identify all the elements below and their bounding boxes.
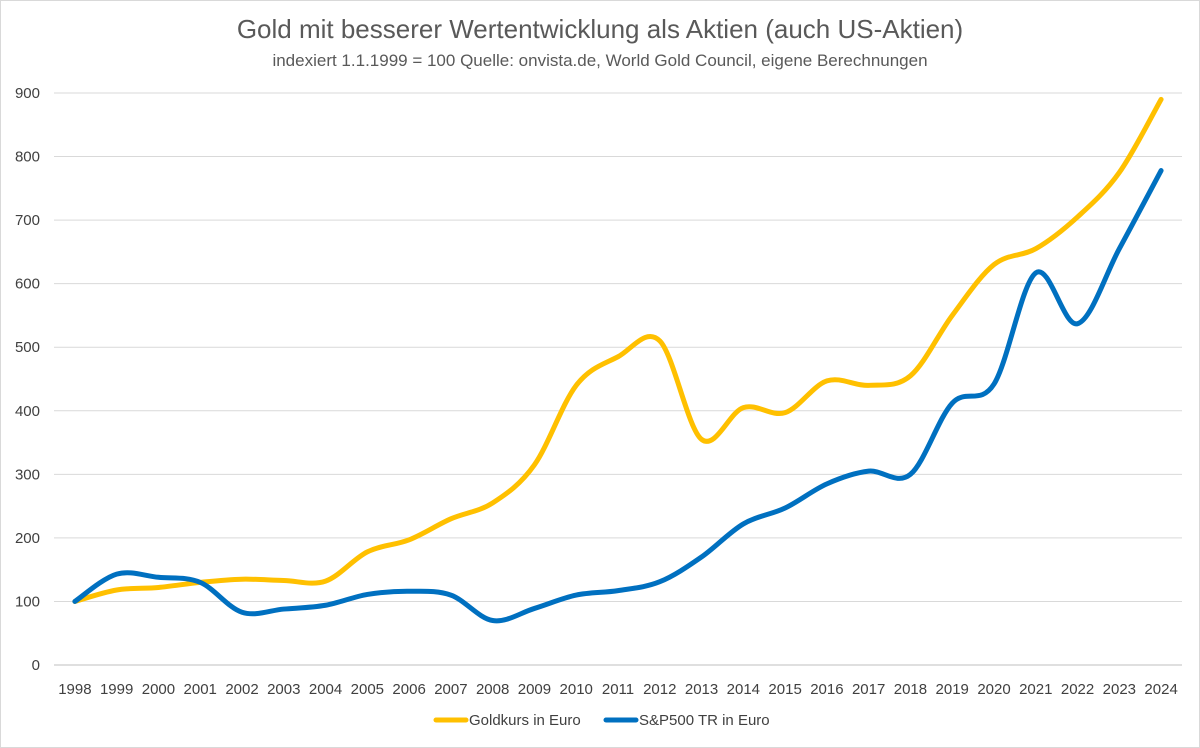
y-tick-label: 600 xyxy=(15,276,40,293)
x-tick-label: 2013 xyxy=(685,681,718,698)
y-tick-label: 500 xyxy=(15,339,40,356)
chart-subtitle: indexiert 1.1.1999 = 100 Quelle: onvista… xyxy=(272,51,928,70)
y-tick-label: 700 xyxy=(15,212,40,229)
x-tick-label: 2010 xyxy=(560,681,593,698)
x-tick-label: 2011 xyxy=(602,681,634,698)
x-tick-label: 2002 xyxy=(225,681,258,698)
series-lines xyxy=(72,96,1164,624)
y-tick-label: 300 xyxy=(15,466,40,483)
x-tick-label: 2023 xyxy=(1103,681,1136,698)
x-tick-label: 2020 xyxy=(977,681,1010,698)
series-line-gold xyxy=(72,96,1164,604)
x-tick-label: 2016 xyxy=(810,681,843,698)
y-tick-label: 800 xyxy=(15,149,40,166)
y-tick-label: 100 xyxy=(15,593,40,610)
x-tick-label: 2004 xyxy=(309,681,342,698)
x-tick-label: 2009 xyxy=(518,681,551,698)
x-tick-label: 1998 xyxy=(58,681,91,698)
x-tick-label: 2000 xyxy=(142,681,175,698)
x-tick-label: 2017 xyxy=(852,681,885,698)
legend-item: S&P500 TR in Euro xyxy=(603,712,770,729)
x-tick-label: 1999 xyxy=(100,681,133,698)
chart-title: Gold mit besserer Wertentwicklung als Ak… xyxy=(236,14,964,44)
x-tick-label: 2019 xyxy=(936,681,969,698)
legend-label: Goldkurs in Euro xyxy=(469,712,581,729)
x-tick-label: 2018 xyxy=(894,681,927,698)
x-tick-label: 2021 xyxy=(1019,681,1052,698)
x-tick-label: 2007 xyxy=(434,681,467,698)
y-tick-label: 0 xyxy=(32,657,40,674)
x-tick-label: 2024 xyxy=(1144,681,1177,698)
legend-label: S&P500 TR in Euro xyxy=(639,712,770,729)
x-tick-label: 2015 xyxy=(768,681,801,698)
x-tick-label: 2012 xyxy=(643,681,676,698)
legend: Goldkurs in Euro S&P500 TR in Euro xyxy=(433,712,770,729)
x-tick-label: 2014 xyxy=(727,681,760,698)
x-tick-label: 2001 xyxy=(184,681,217,698)
series-line-sp500 xyxy=(72,168,1164,624)
x-tick-label: 2008 xyxy=(476,681,509,698)
x-tick-label: 2006 xyxy=(392,681,425,698)
x-axis-ticks: 1998 1999 2000 2001 2002 2003 2004 2005 2006 2007… xyxy=(58,681,1178,698)
x-tick-label: 2003 xyxy=(267,681,300,698)
y-tick-label: 900 xyxy=(15,85,40,102)
y-tick-label: 400 xyxy=(15,403,40,420)
legend-item: Goldkurs in Euro xyxy=(433,712,581,729)
x-tick-label: 2022 xyxy=(1061,681,1094,698)
gridlines xyxy=(54,92,1182,666)
x-tick-label: 2005 xyxy=(351,681,384,698)
y-tick-label: 200 xyxy=(15,530,40,547)
y-axis-ticks: 0 100 200 300 400 500 600 700 800 900 xyxy=(15,85,40,674)
